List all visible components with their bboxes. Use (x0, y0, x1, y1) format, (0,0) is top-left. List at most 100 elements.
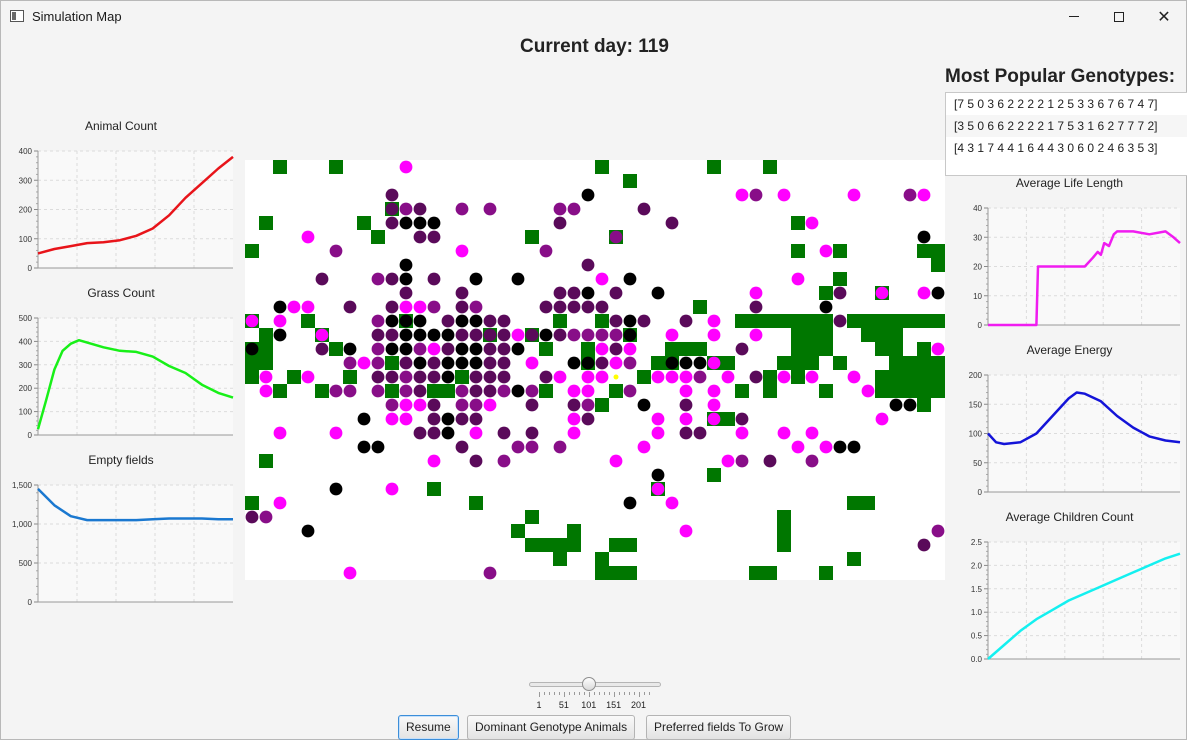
animal-marker[interactable] (455, 412, 469, 426)
animal-marker[interactable] (623, 356, 637, 370)
animal-marker[interactable] (399, 160, 413, 174)
animal-marker[interactable] (497, 328, 511, 342)
animal-marker[interactable] (581, 412, 595, 426)
animal-marker[interactable] (735, 188, 749, 202)
animal-marker[interactable] (399, 314, 413, 328)
animal-marker[interactable] (385, 398, 399, 412)
animal-marker[interactable] (539, 370, 553, 384)
animal-marker[interactable] (469, 454, 483, 468)
animal-marker[interactable] (469, 342, 483, 356)
animal-marker[interactable] (371, 440, 385, 454)
animal-marker[interactable] (567, 412, 581, 426)
animal-marker[interactable] (525, 356, 539, 370)
animal-marker[interactable] (427, 230, 441, 244)
animal-marker[interactable] (497, 356, 511, 370)
animal-marker[interactable] (385, 328, 399, 342)
animal-marker[interactable] (399, 342, 413, 356)
maximize-button[interactable] (1096, 1, 1142, 32)
animal-marker[interactable] (581, 384, 595, 398)
animal-marker[interactable] (483, 370, 497, 384)
animal-marker[interactable] (399, 202, 413, 216)
animal-marker[interactable] (315, 328, 329, 342)
animal-marker[interactable] (329, 244, 343, 258)
animal-marker[interactable] (833, 314, 847, 328)
animal-marker[interactable] (399, 300, 413, 314)
animal-marker[interactable] (539, 328, 553, 342)
animal-marker[interactable] (483, 202, 497, 216)
animal-marker[interactable] (567, 426, 581, 440)
animal-marker[interactable] (343, 566, 357, 580)
animal-marker[interactable] (273, 496, 287, 510)
animal-marker[interactable] (805, 454, 819, 468)
animal-marker[interactable] (427, 426, 441, 440)
animal-marker[interactable] (735, 342, 749, 356)
animal-marker[interactable] (469, 426, 483, 440)
animal-marker[interactable] (777, 188, 791, 202)
animal-marker[interactable] (427, 300, 441, 314)
animal-marker[interactable] (427, 216, 441, 230)
animal-marker[interactable] (455, 314, 469, 328)
animal-marker[interactable] (427, 328, 441, 342)
animal-marker[interactable] (469, 370, 483, 384)
animal-marker[interactable] (343, 342, 357, 356)
animal-marker[interactable] (427, 412, 441, 426)
animal-marker[interactable] (679, 524, 693, 538)
animal-marker[interactable] (889, 398, 903, 412)
animal-marker[interactable] (679, 384, 693, 398)
animal-marker[interactable] (861, 384, 875, 398)
animal-marker[interactable] (511, 272, 525, 286)
animal-marker[interactable] (427, 398, 441, 412)
animal-marker[interactable] (847, 188, 861, 202)
animal-marker[interactable] (917, 538, 931, 552)
animal-marker[interactable] (581, 258, 595, 272)
animal-marker[interactable] (399, 398, 413, 412)
animal-marker[interactable] (259, 370, 273, 384)
animal-marker[interactable] (609, 342, 623, 356)
animal-marker[interactable] (931, 286, 945, 300)
animal-marker[interactable] (707, 314, 721, 328)
animal-marker[interactable] (665, 328, 679, 342)
close-button[interactable]: ✕ (1141, 1, 1187, 32)
animal-marker[interactable] (735, 412, 749, 426)
genotype-item[interactable]: [3 5 0 6 6 2 2 2 2 1 7 5 3 1 6 2 7 7 7 2… (946, 115, 1187, 137)
speed-slider[interactable]: 1 51 101 151 201 (529, 677, 661, 712)
animal-marker[interactable] (623, 328, 637, 342)
animal-marker[interactable] (385, 272, 399, 286)
animal-marker[interactable] (371, 314, 385, 328)
animal-marker[interactable] (399, 216, 413, 230)
animal-marker[interactable] (833, 286, 847, 300)
animal-marker[interactable] (259, 510, 273, 524)
animal-marker[interactable] (805, 426, 819, 440)
animal-marker[interactable] (357, 412, 371, 426)
animal-marker[interactable] (301, 300, 315, 314)
animal-marker[interactable] (665, 370, 679, 384)
animal-marker[interactable] (385, 314, 399, 328)
animal-marker[interactable] (763, 454, 777, 468)
animal-marker[interactable] (497, 342, 511, 356)
animal-marker[interactable] (623, 496, 637, 510)
animal-marker[interactable] (525, 384, 539, 398)
animal-marker[interactable] (609, 356, 623, 370)
animal-marker[interactable] (371, 272, 385, 286)
animal-marker[interactable] (511, 328, 525, 342)
animal-marker[interactable] (721, 370, 735, 384)
animal-marker[interactable] (441, 356, 455, 370)
animal-marker[interactable] (427, 356, 441, 370)
animal-marker[interactable] (595, 300, 609, 314)
animal-marker[interactable] (441, 314, 455, 328)
animal-marker[interactable] (553, 328, 567, 342)
animal-marker[interactable] (917, 286, 931, 300)
animal-marker[interactable] (567, 384, 581, 398)
animal-marker[interactable] (679, 370, 693, 384)
animal-marker[interactable] (707, 356, 721, 370)
map-grid[interactable] (245, 160, 945, 580)
animal-marker[interactable] (497, 454, 511, 468)
animal-marker[interactable] (651, 412, 665, 426)
animal-marker[interactable] (413, 328, 427, 342)
animal-marker[interactable] (385, 300, 399, 314)
animal-marker[interactable] (679, 314, 693, 328)
animal-marker[interactable] (413, 384, 427, 398)
genotypes-list[interactable]: [7 5 0 3 6 2 2 2 2 1 2 5 3 3 6 7 6 7 4 7… (945, 92, 1187, 176)
animal-marker[interactable] (469, 272, 483, 286)
animal-marker[interactable] (875, 286, 889, 300)
